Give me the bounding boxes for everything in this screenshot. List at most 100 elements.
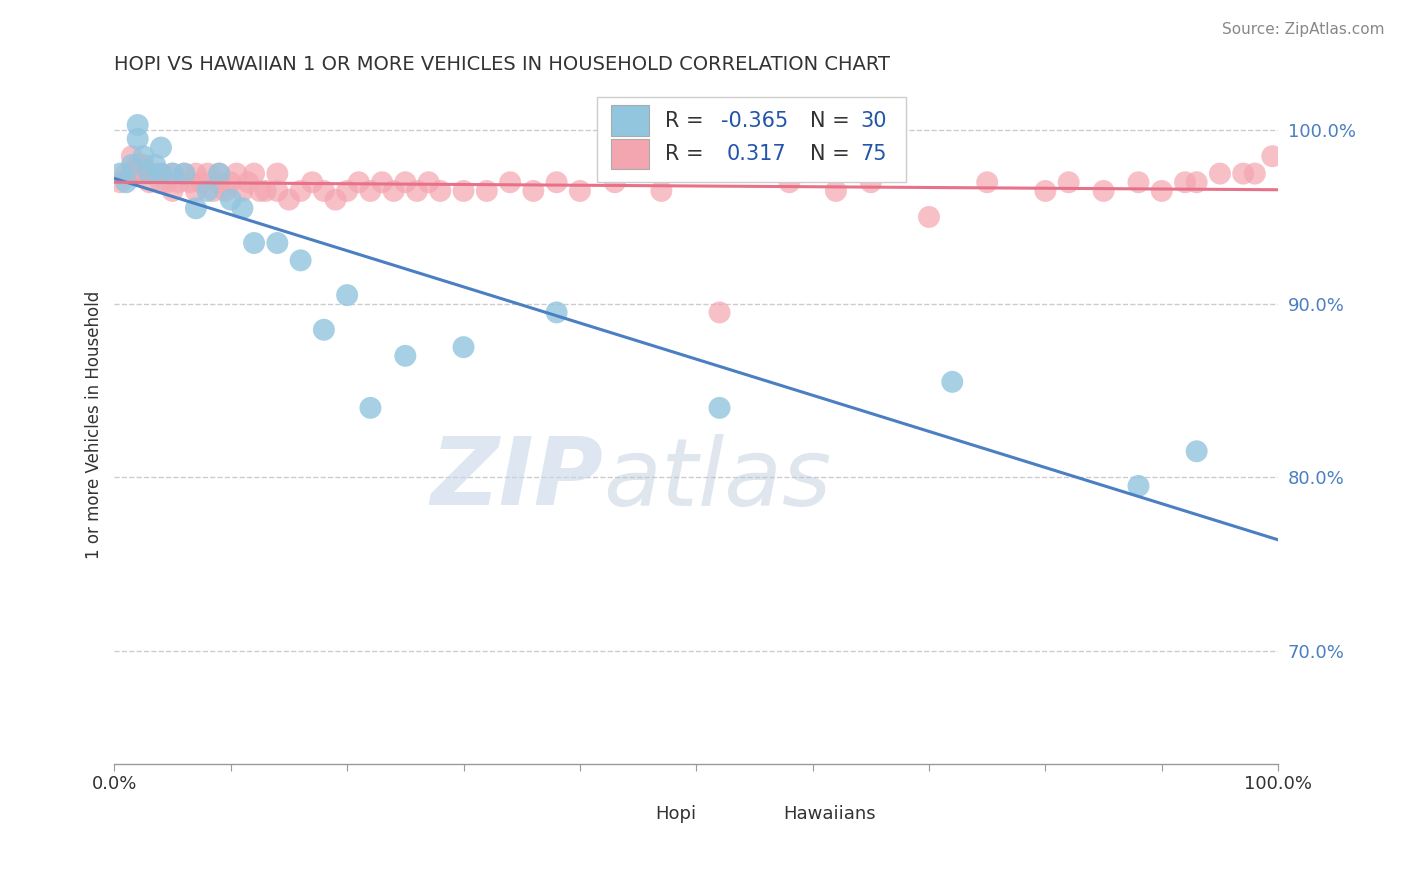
- Point: [121, 158, 143, 172]
- Point: [453, 340, 475, 354]
- Point: [546, 175, 568, 189]
- Point: [249, 184, 271, 198]
- Point: [149, 140, 172, 154]
- Point: [1232, 167, 1254, 181]
- Point: [225, 167, 247, 181]
- Point: [709, 401, 731, 415]
- Point: [156, 175, 179, 189]
- Point: [132, 149, 155, 163]
- Point: [138, 167, 160, 181]
- Bar: [748, 803, 778, 824]
- Point: [143, 167, 166, 181]
- Point: [121, 149, 143, 163]
- Point: [132, 167, 155, 181]
- Text: 0.317: 0.317: [727, 145, 786, 164]
- Point: [162, 167, 184, 181]
- Point: [859, 175, 882, 189]
- Point: [825, 184, 848, 198]
- Text: Hopi: Hopi: [655, 805, 696, 822]
- Point: [1209, 167, 1232, 181]
- Point: [110, 167, 132, 181]
- Point: [976, 175, 998, 189]
- Point: [336, 184, 359, 198]
- Point: [190, 175, 212, 189]
- Point: [231, 202, 253, 216]
- Point: [382, 184, 405, 198]
- Point: [184, 202, 207, 216]
- Point: [1092, 184, 1115, 198]
- Point: [208, 167, 231, 181]
- Point: [173, 167, 195, 181]
- Point: [254, 184, 277, 198]
- Point: [1035, 184, 1057, 198]
- Point: [499, 175, 522, 189]
- Point: [219, 175, 242, 189]
- Point: [429, 184, 451, 198]
- Point: [167, 175, 190, 189]
- Text: 75: 75: [860, 145, 887, 164]
- Point: [149, 175, 172, 189]
- Point: [568, 184, 591, 198]
- Point: [115, 175, 138, 189]
- Point: [138, 175, 160, 189]
- Point: [1243, 167, 1265, 181]
- Point: [278, 193, 301, 207]
- Point: [110, 175, 132, 189]
- Point: [650, 184, 672, 198]
- Point: [290, 253, 312, 268]
- Point: [173, 167, 195, 181]
- Point: [149, 167, 172, 181]
- Point: [214, 184, 236, 198]
- Text: ZIP: ZIP: [430, 434, 603, 525]
- Point: [138, 167, 160, 181]
- Point: [127, 118, 149, 132]
- Point: [197, 167, 219, 181]
- Text: N =: N =: [810, 145, 856, 164]
- Point: [918, 210, 941, 224]
- Point: [418, 175, 440, 189]
- Text: N =: N =: [810, 111, 856, 130]
- Bar: [620, 803, 650, 824]
- Point: [132, 158, 155, 172]
- Point: [301, 175, 323, 189]
- Point: [143, 158, 166, 172]
- Point: [1128, 175, 1150, 189]
- Point: [127, 158, 149, 172]
- Point: [312, 184, 335, 198]
- Point: [290, 184, 312, 198]
- Point: [1128, 479, 1150, 493]
- Point: [406, 184, 429, 198]
- Point: [1150, 184, 1173, 198]
- Point: [1261, 149, 1284, 163]
- Point: [149, 167, 172, 181]
- Point: [1185, 444, 1208, 458]
- Point: [778, 175, 800, 189]
- Point: [127, 132, 149, 146]
- Point: [219, 193, 242, 207]
- Point: [394, 175, 416, 189]
- Text: -0.365: -0.365: [721, 111, 787, 130]
- Text: Source: ZipAtlas.com: Source: ZipAtlas.com: [1222, 22, 1385, 37]
- Point: [184, 184, 207, 198]
- Point: [127, 167, 149, 181]
- Point: [522, 184, 544, 198]
- Bar: [612, 139, 648, 169]
- Text: 30: 30: [860, 111, 887, 130]
- Point: [709, 305, 731, 319]
- Point: [202, 184, 225, 198]
- Point: [238, 175, 260, 189]
- Point: [336, 288, 359, 302]
- Text: HOPI VS HAWAIIAN 1 OR MORE VEHICLES IN HOUSEHOLD CORRELATION CHART: HOPI VS HAWAIIAN 1 OR MORE VEHICLES IN H…: [114, 55, 890, 74]
- Point: [121, 167, 143, 181]
- Point: [179, 175, 201, 189]
- Point: [162, 167, 184, 181]
- Point: [603, 175, 626, 189]
- Point: [197, 184, 219, 198]
- Point: [162, 184, 184, 198]
- Point: [359, 184, 381, 198]
- Point: [1057, 175, 1080, 189]
- Point: [371, 175, 394, 189]
- Text: Hawaiians: Hawaiians: [783, 805, 876, 822]
- Point: [394, 349, 416, 363]
- Point: [359, 401, 381, 415]
